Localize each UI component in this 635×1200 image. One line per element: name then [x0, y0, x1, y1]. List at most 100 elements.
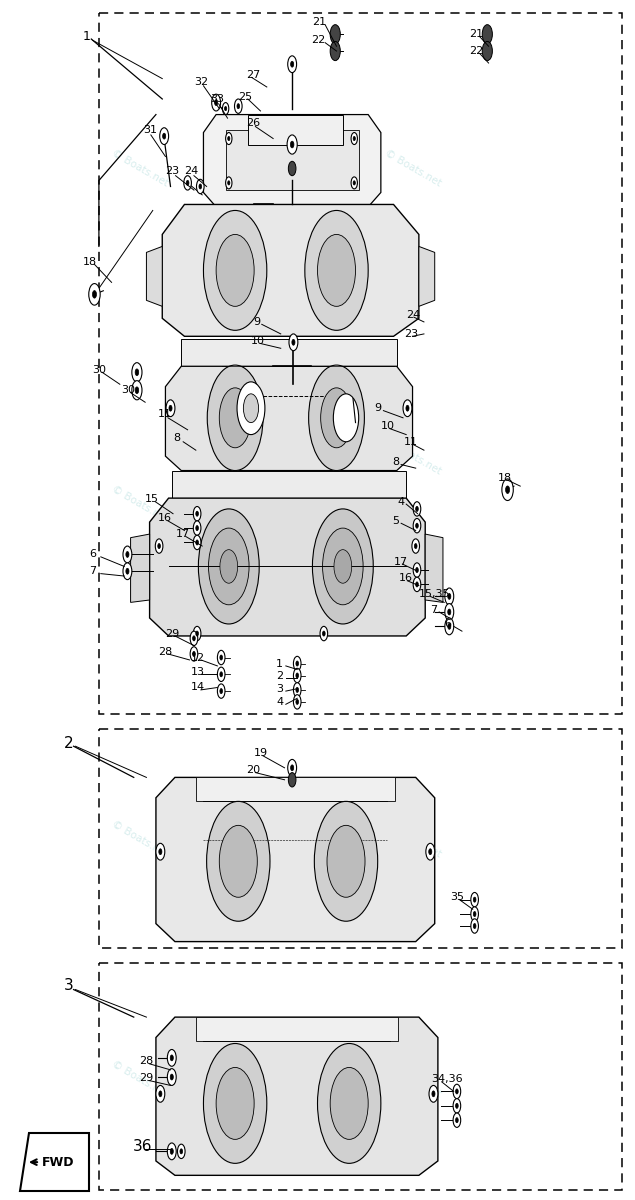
Circle shape — [135, 386, 138, 394]
Circle shape — [168, 1069, 176, 1086]
Circle shape — [415, 544, 417, 548]
Circle shape — [234, 98, 242, 113]
Circle shape — [353, 181, 356, 185]
Circle shape — [196, 540, 199, 545]
Circle shape — [192, 652, 196, 656]
Circle shape — [309, 365, 364, 470]
Text: 28: 28 — [139, 1056, 153, 1067]
Circle shape — [220, 550, 237, 583]
Text: 7: 7 — [431, 605, 438, 614]
Text: 14: 14 — [190, 683, 205, 692]
Circle shape — [296, 688, 298, 692]
Text: 21: 21 — [469, 29, 484, 40]
Circle shape — [289, 334, 298, 350]
Bar — [99, 730, 622, 948]
Polygon shape — [163, 204, 419, 336]
Circle shape — [413, 502, 421, 516]
Circle shape — [225, 107, 227, 110]
Circle shape — [237, 382, 265, 434]
Text: 34,36: 34,36 — [432, 1074, 463, 1085]
Polygon shape — [181, 338, 397, 366]
Circle shape — [287, 134, 297, 154]
Circle shape — [291, 764, 294, 770]
Circle shape — [416, 582, 418, 587]
Circle shape — [170, 1055, 173, 1061]
Polygon shape — [425, 534, 443, 602]
Text: © Boats.net: © Boats.net — [382, 149, 443, 188]
Circle shape — [473, 898, 476, 902]
Circle shape — [445, 588, 454, 605]
Circle shape — [293, 656, 301, 671]
Text: 1: 1 — [276, 659, 283, 668]
Polygon shape — [419, 246, 435, 306]
Text: 18: 18 — [498, 473, 512, 482]
Circle shape — [225, 132, 232, 144]
Text: © Boats.net: © Boats.net — [382, 820, 443, 860]
Circle shape — [471, 907, 478, 922]
Circle shape — [292, 340, 295, 346]
Text: 5: 5 — [392, 516, 399, 526]
Circle shape — [312, 509, 373, 624]
Circle shape — [413, 518, 421, 533]
Text: © Boats.net: © Boats.net — [382, 1060, 443, 1099]
Text: 7: 7 — [90, 566, 97, 576]
Circle shape — [505, 486, 509, 493]
Circle shape — [206, 802, 270, 922]
Circle shape — [203, 210, 267, 330]
Polygon shape — [156, 778, 435, 942]
Circle shape — [166, 400, 175, 416]
Circle shape — [293, 683, 301, 697]
Circle shape — [193, 506, 201, 521]
Circle shape — [135, 368, 138, 376]
Circle shape — [216, 1068, 254, 1139]
Text: 3: 3 — [64, 978, 74, 994]
Circle shape — [228, 181, 230, 185]
Text: 2: 2 — [276, 671, 283, 680]
Text: 9: 9 — [253, 317, 260, 326]
Circle shape — [159, 1091, 162, 1097]
Circle shape — [89, 283, 100, 305]
Circle shape — [323, 631, 325, 636]
Circle shape — [455, 1117, 458, 1123]
Circle shape — [157, 544, 161, 548]
Text: © Boats.net: © Boats.net — [382, 436, 443, 476]
Text: 6: 6 — [90, 550, 97, 559]
Circle shape — [455, 1103, 458, 1109]
Circle shape — [196, 179, 204, 193]
Circle shape — [473, 924, 476, 929]
Text: 8: 8 — [173, 433, 180, 443]
Circle shape — [453, 1114, 461, 1127]
Circle shape — [219, 826, 257, 898]
Circle shape — [453, 1099, 461, 1114]
Text: 6: 6 — [444, 619, 451, 629]
Circle shape — [473, 912, 476, 917]
Text: 19: 19 — [254, 749, 268, 758]
Circle shape — [203, 1044, 267, 1163]
Text: 29: 29 — [139, 1073, 153, 1084]
Bar — [99, 964, 622, 1189]
Circle shape — [216, 234, 254, 306]
Text: 27: 27 — [246, 70, 261, 80]
Polygon shape — [131, 534, 150, 602]
Text: 11: 11 — [404, 437, 418, 446]
Circle shape — [296, 661, 298, 666]
Circle shape — [448, 610, 451, 614]
Circle shape — [222, 102, 229, 114]
Circle shape — [471, 919, 478, 934]
Text: 8: 8 — [392, 457, 399, 467]
Circle shape — [93, 290, 97, 298]
Text: 17: 17 — [394, 557, 408, 566]
Text: 10: 10 — [250, 336, 264, 346]
Circle shape — [186, 180, 189, 186]
Polygon shape — [248, 114, 343, 144]
Text: 4: 4 — [276, 697, 283, 707]
Circle shape — [432, 1091, 435, 1097]
Circle shape — [288, 760, 297, 776]
Circle shape — [220, 655, 222, 660]
Text: 30: 30 — [93, 365, 107, 374]
Circle shape — [353, 137, 356, 140]
Circle shape — [288, 56, 297, 73]
Text: 23: 23 — [166, 166, 180, 176]
Circle shape — [220, 672, 222, 677]
Circle shape — [193, 535, 201, 550]
